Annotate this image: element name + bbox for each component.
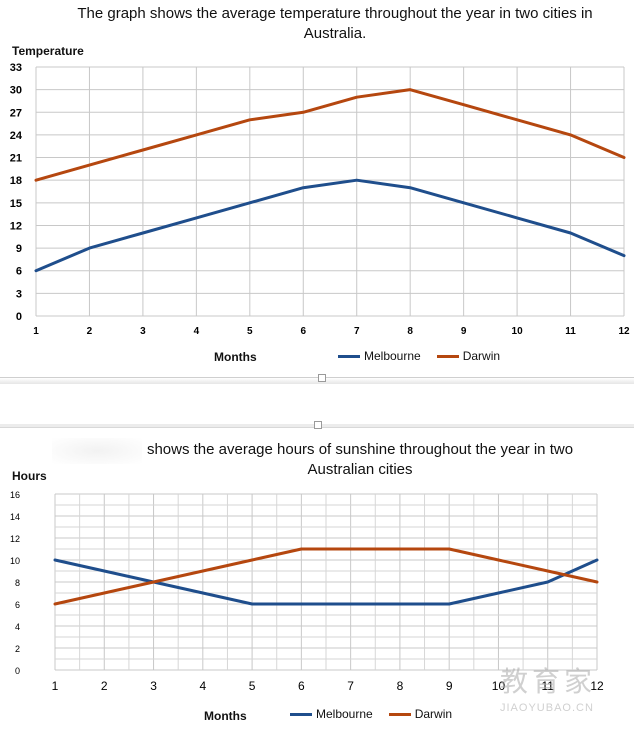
y-tick-label: 6 [16,266,22,278]
x-tick-label: 1 [52,679,59,693]
y-tick-label: 30 [10,85,22,97]
y-axis-label: Hours [12,469,47,483]
y-tick-label: 18 [10,175,22,187]
x-axis-label: Months [204,709,247,723]
y-axis-label: Temperature [12,44,84,58]
y-tick-label: 10 [10,556,20,566]
temperature-chart-panel: The graph shows the average temperature … [12,5,593,364]
x-tick-label: 11 [565,326,576,337]
y-tick-label: 27 [10,107,22,119]
x-tick-label: 12 [590,679,604,693]
watermark-logo: 教育家 JIAOYUBAO.CN [500,660,630,720]
x-tick-label: 2 [101,679,108,693]
legend-label: Darwin [414,707,453,721]
y-tick-label: 21 [10,153,22,165]
chart-title: shows the average hours of sunshine thro… [146,441,574,478]
x-tick-label: 2 [87,326,93,337]
y-tick-label: 9 [16,243,22,255]
x-tick-label: 5 [247,326,253,337]
legend-item-melbourne: Melbourne [338,349,421,363]
x-tick-label: 4 [199,679,206,693]
y-tick-label: 4 [15,622,20,632]
watermark-url: JIAOYUBAO.CN [500,702,594,714]
resize-handle[interactable] [314,421,322,429]
y-tick-label: 2 [15,644,20,654]
legend-item-darwin: Darwin [436,349,501,363]
x-tick-label: 11 [541,679,554,693]
x-tick-label: 7 [354,326,360,337]
x-tick-label: 10 [492,679,506,693]
y-tick-label: 0 [16,311,22,323]
y-tick-label: 33 [10,62,22,74]
legend-item-darwin: Darwin [388,707,453,721]
x-tick-label: 1 [33,326,39,337]
legend-swatch [338,354,360,358]
watermark-text: 教育家 [500,666,597,697]
divider [0,377,634,384]
y-tick-label: 0 [15,666,20,676]
x-tick-label: 5 [249,679,256,693]
legend-label: Melbourne [364,349,421,363]
blurred-region [52,438,142,464]
y-tick-label: 12 [10,534,20,544]
x-axis-label: Months [214,350,257,364]
y-tick-label: 12 [10,220,22,232]
legend-swatch [388,712,411,716]
y-tick-label: 14 [10,512,20,522]
x-tick-label: 10 [512,326,524,337]
y-tick-label: 15 [10,198,22,210]
x-tick-label: 7 [347,679,354,693]
x-tick-label: 8 [407,326,413,337]
x-tick-label: 6 [298,679,305,693]
series-line-darwin [34,88,626,182]
x-tick-label: 3 [140,326,146,337]
legend-swatch [290,712,312,716]
series-line-melbourne [53,558,599,606]
x-tick-label: 6 [300,326,306,337]
grid [35,66,625,317]
x-tick-label: 3 [150,679,157,693]
x-tick-label: 9 [446,679,453,693]
series-line-darwin [53,547,599,606]
series-line-melbourne [34,178,626,273]
legend-item-melbourne: Melbourne [290,707,373,721]
legend-swatch [436,354,459,358]
y-tick-label: 8 [15,578,20,588]
chart-legend: Melbourne Darwin [338,349,516,363]
x-tick-label: 12 [618,326,630,337]
legend-label: Darwin [462,349,501,363]
legend-label: Melbourne [316,707,373,721]
sunshine-chart-panel [0,424,634,735]
y-tick-label: 3 [16,288,22,300]
y-tick-label: 6 [15,600,20,610]
grid [54,493,598,671]
y-tick-label: 24 [10,130,23,142]
chart-legend: Melbourne Darwin [290,707,468,721]
x-tick-label: 8 [397,679,404,693]
chart-title: The graph shows the average temperature … [77,5,593,42]
x-tick-label: 4 [194,326,200,337]
resize-handle[interactable] [318,374,326,382]
y-tick-label: 16 [10,490,20,500]
x-tick-label: 9 [461,326,467,337]
